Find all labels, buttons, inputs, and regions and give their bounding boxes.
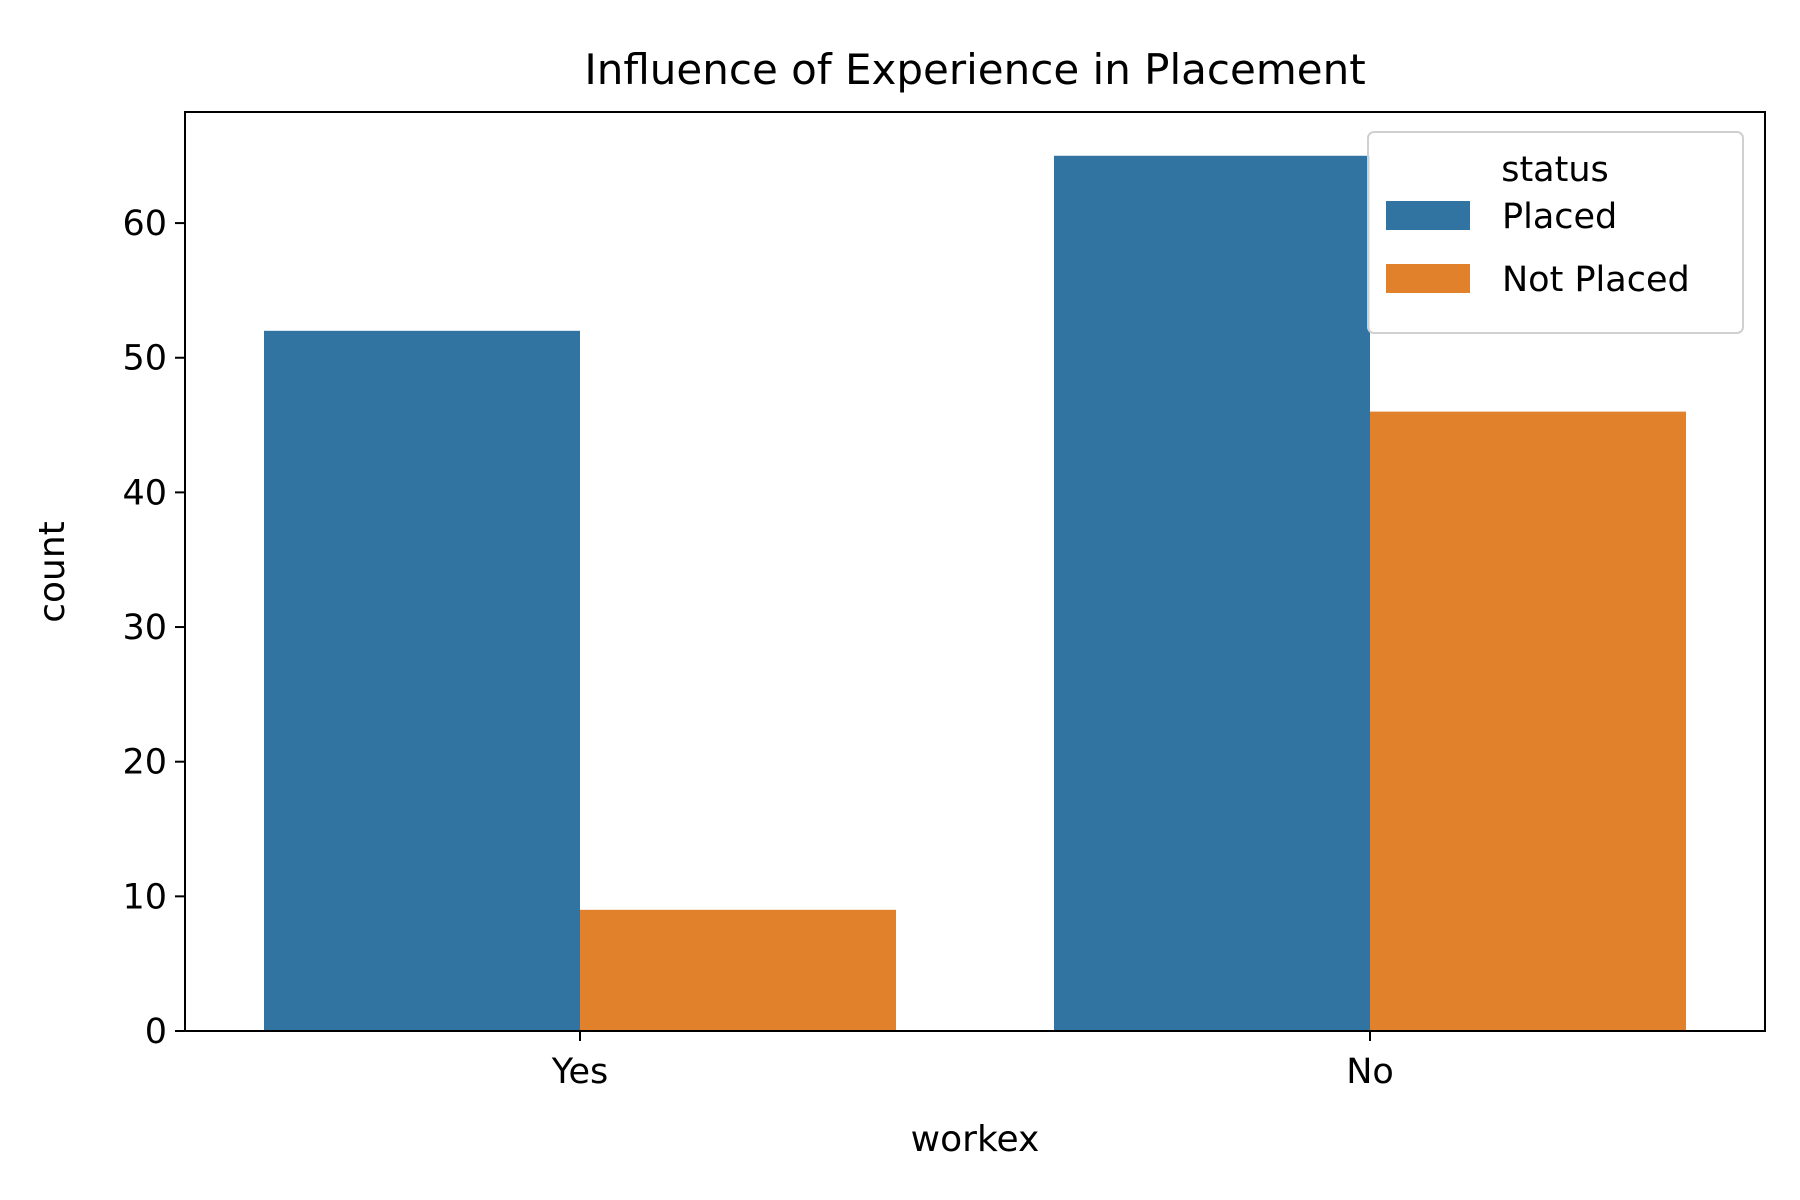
x-tick-label-no: No	[1346, 1052, 1394, 1092]
x-axis: Yes No	[551, 1031, 1394, 1092]
y-tick-label-60: 60	[122, 204, 167, 244]
x-tick-label-yes: Yes	[551, 1052, 609, 1092]
legend-title: status	[1501, 150, 1609, 190]
y-tick-label-0: 0	[145, 1012, 167, 1052]
bars-layer	[264, 155, 1686, 1032]
bar-placed-yes	[264, 330, 580, 1031]
y-tick-label-30: 30	[122, 608, 167, 648]
y-tick-label-10: 10	[122, 877, 167, 917]
bar-not-placed-yes	[580, 909, 896, 1031]
y-tick-label-40: 40	[122, 473, 167, 513]
bar-not-placed-no	[1370, 411, 1686, 1032]
legend: status Placed Not Placed	[1367, 131, 1744, 334]
legend-swatch-placed	[1386, 201, 1470, 230]
legend-label-placed: Placed	[1502, 197, 1617, 237]
y-tick-label-50: 50	[122, 339, 167, 379]
legend-label-not-placed: Not Placed	[1502, 260, 1690, 300]
legend-swatch-not-placed	[1386, 264, 1470, 293]
y-axis: 0 10 20 30 40 50 60	[122, 204, 185, 1052]
y-axis-label: count	[32, 521, 73, 623]
bar-placed-no	[1054, 155, 1370, 1031]
chart-title: Influence of Experience in Placement	[584, 45, 1365, 94]
x-axis-label: workex	[911, 1119, 1040, 1160]
plot-frame	[184, 111, 1766, 1032]
y-tick-label-20: 20	[122, 743, 167, 783]
legend-entries: Placed Not Placed	[1386, 197, 1690, 300]
